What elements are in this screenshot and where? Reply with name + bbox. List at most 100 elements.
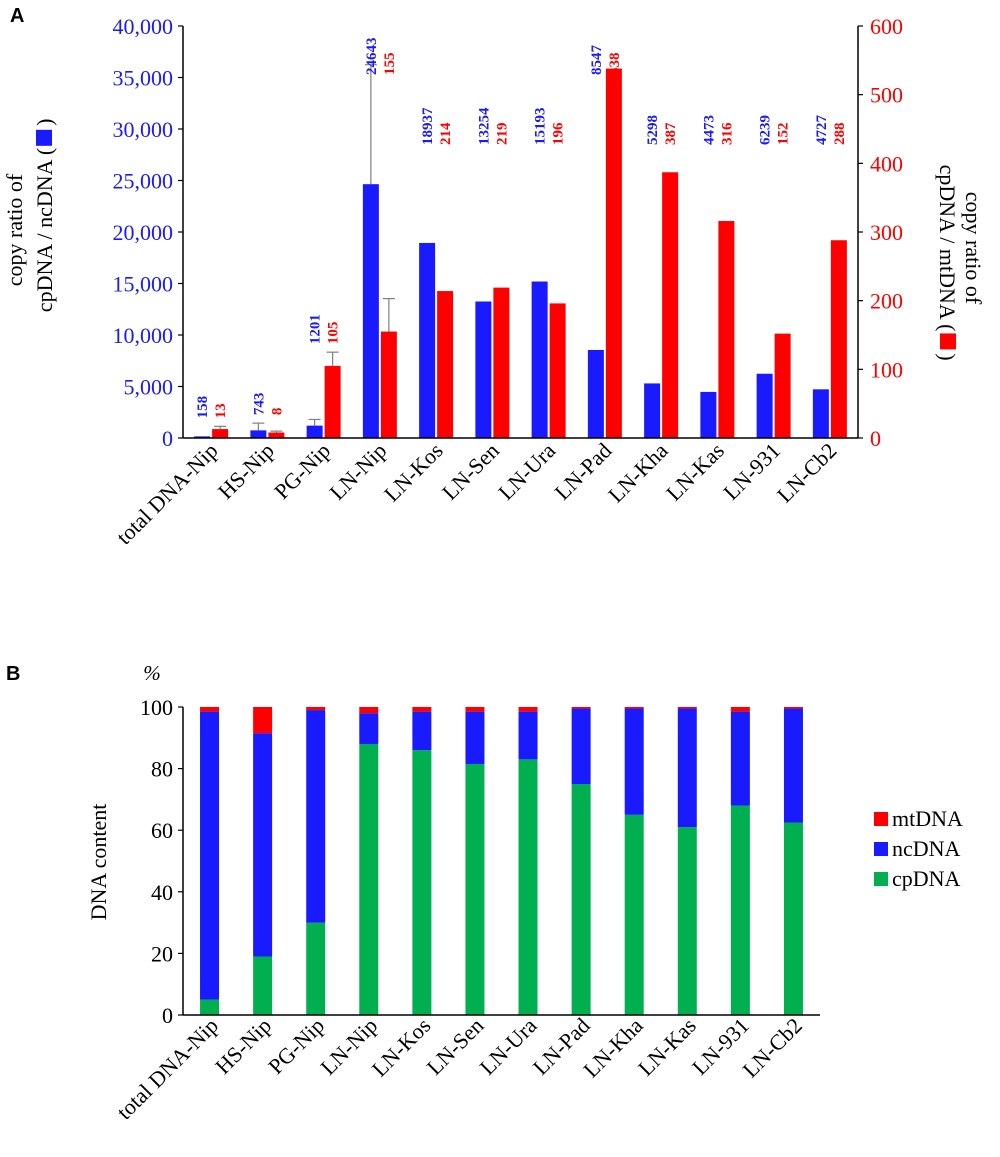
value-label-blue-group: 158: [195, 396, 211, 419]
value-label-red-ln-kos: 214: [438, 122, 454, 145]
category-label-a-hs-nip: HS-Nip: [213, 438, 279, 504]
value-label-blue-group: 18937: [420, 107, 436, 145]
value-label-red-group: 152: [776, 123, 792, 146]
value-label-red-pg-nip: 105: [326, 322, 342, 345]
stacked-ncdna-ln-sen: [465, 711, 485, 764]
category-label-a-ln-nip: LN-Nip: [324, 438, 391, 505]
category-label-a-group: LN-Pad: [549, 438, 616, 505]
value-label-blue-group: 4473: [701, 115, 717, 145]
stacked-mtdna-ln-kos: [412, 707, 432, 712]
category-label-a-pg-nip: PG-Nip: [269, 438, 335, 504]
bar-cpdna-ncdna-ln-sen: [475, 301, 492, 438]
left-tick-label: 15,000: [113, 272, 174, 297]
stacked-ncdna-ln-ura: [518, 711, 538, 760]
b-tick-label: 100: [140, 695, 173, 720]
right-axis-ticks: 0 100 200 300 400 500 600: [858, 14, 903, 451]
bar-cpdna-mtdna-ln-kha: [662, 172, 679, 438]
stacked-mtdna-total-dna-nip: [200, 707, 220, 712]
category-label-a-group: LN-Kos: [379, 438, 448, 507]
left-axis-ticks: 0 5,000 10,000 15,000 20,000 25,000 30,000 35,0…: [113, 14, 183, 451]
value-label-blue-ln-pad: 8547: [589, 45, 605, 76]
bar-cpdna-mtdna-total-dna-nip: [212, 429, 229, 438]
category-label-a-group: LN-Kha: [603, 438, 673, 508]
percent-unit-label: %: [143, 661, 161, 685]
stacked-ncdna-pg-nip: [306, 710, 326, 923]
b-tick-label: 60: [151, 818, 173, 843]
right-axis-title-close: ): [935, 353, 960, 360]
axes-b: [182, 707, 820, 1016]
b-tick-label: 0: [162, 1003, 173, 1028]
category-label-b-ln-ura: LN-Ura: [475, 1013, 542, 1080]
left-axis-label: copy ratio of cpDNA / ncDNA (): [2, 118, 57, 312]
value-label-red-ln-sen: 219: [494, 123, 510, 146]
value-label-blue-group: 5298: [645, 115, 661, 145]
b-tick-label: 40: [151, 880, 173, 905]
stacked-mtdna-hs-nip: [253, 707, 273, 734]
value-label-red-total-dna-nip: 13: [213, 403, 229, 418]
stacked-mtdna-ln-931: [730, 707, 750, 712]
b-y-axis-label: DNA content: [86, 804, 111, 921]
category-label-b-ln-sen: LN-Sen: [422, 1013, 489, 1080]
category-label-a-ln-sen: LN-Sen: [437, 438, 504, 505]
value-label-red-group: 8: [269, 408, 285, 416]
stacked-ncdna-ln-kha: [624, 708, 644, 815]
value-labels-a: 158 13 743 8 1201 105 24643 155 18937 214 13254 219…: [195, 38, 848, 419]
category-label-b-group: LN-Ura: [475, 1013, 542, 1080]
value-label-red-group: 387: [663, 122, 679, 145]
stacked-cpdna-ln-931: [730, 805, 750, 1015]
panel-b-label: B: [6, 663, 20, 685]
value-label-red-group: 13: [213, 403, 229, 418]
stacked-cpdna-ln-pad: [571, 784, 591, 1015]
category-label-b-group: LN-Sen: [422, 1013, 489, 1080]
stacked-cpdna-ln-sen: [465, 763, 485, 1015]
category-label-a-group: LN-931: [718, 438, 785, 505]
category-label-b-group: LN-Kos: [367, 1013, 436, 1082]
category-label-b-group: PG-Nip: [263, 1013, 329, 1079]
value-label-blue-ln-ura: 15193: [533, 108, 549, 146]
right-tick-label: 300: [870, 220, 903, 245]
value-label-red-ln-931: 152: [776, 123, 792, 146]
value-label-blue-group: 8547: [589, 45, 605, 76]
value-label-red-group: 219: [494, 123, 510, 146]
bar-cpdna-ncdna-ln-pad: [587, 349, 604, 438]
category-label-a-group: LN-Sen: [437, 438, 504, 505]
value-label-red-group: 105: [326, 322, 342, 345]
value-label-red-hs-nip: 8: [269, 408, 285, 416]
legend-label-cpdna: cpDNA: [892, 866, 961, 891]
category-label-b-group: total DNA-Nip: [112, 1013, 223, 1124]
axes-a: [182, 26, 859, 439]
error-bars-a: [214, 64, 395, 433]
stacked-ncdna-ln-931: [730, 711, 750, 806]
left-tick-label: 20,000: [113, 220, 174, 245]
bar-cpdna-ncdna-ln-ura: [531, 281, 548, 438]
category-label-b-hs-nip: HS-Nip: [210, 1013, 276, 1079]
bar-cpdna-ncdna-hs-nip: [250, 430, 267, 438]
stacked-ncdna-ln-cb2: [783, 708, 803, 823]
bar-cpdna-ncdna-ln-kas: [700, 391, 717, 438]
category-label-b-ln-kha: LN-Kha: [578, 1013, 648, 1083]
legend-label-mtdna: mtDNA: [892, 806, 963, 831]
bar-cpdna-mtdna-ln-ura: [549, 303, 566, 438]
stacked-cpdna-total-dna-nip: [200, 999, 220, 1015]
value-label-red-ln-ura: 196: [551, 122, 567, 145]
stacked-mtdna-ln-nip: [359, 707, 379, 714]
value-label-red-group: 538: [607, 53, 623, 76]
b-axis-ticks: 0 20 40 60 80 100: [140, 695, 183, 1028]
stacked-mtdna-ln-kas: [677, 707, 697, 709]
category-label-b-group: HS-Nip: [210, 1013, 276, 1079]
bar-cpdna-mtdna-ln-kos: [437, 291, 454, 438]
blue-legend-swatch: [36, 129, 52, 146]
right-axis-title-line-2: cpDNA / mtDNA (: [935, 165, 960, 332]
stacked-mtdna-ln-pad: [571, 707, 591, 709]
bar-cpdna-mtdna-ln-sen: [493, 287, 510, 438]
stacked-mtdna-ln-ura: [518, 707, 538, 712]
category-label-b-group: LN-Kas: [633, 1013, 701, 1081]
bar-cpdna-ncdna-ln-931: [756, 373, 773, 438]
value-label-blue-ln-sen: 13254: [476, 107, 492, 145]
stacked-ncdna-total-dna-nip: [200, 711, 220, 1000]
legend-swatch-ncdna: [874, 842, 888, 856]
stacked-ncdna-hs-nip: [253, 733, 273, 957]
bar-cpdna-mtdna-ln-931: [774, 333, 791, 438]
stacked-ncdna-ln-kos: [412, 711, 432, 751]
